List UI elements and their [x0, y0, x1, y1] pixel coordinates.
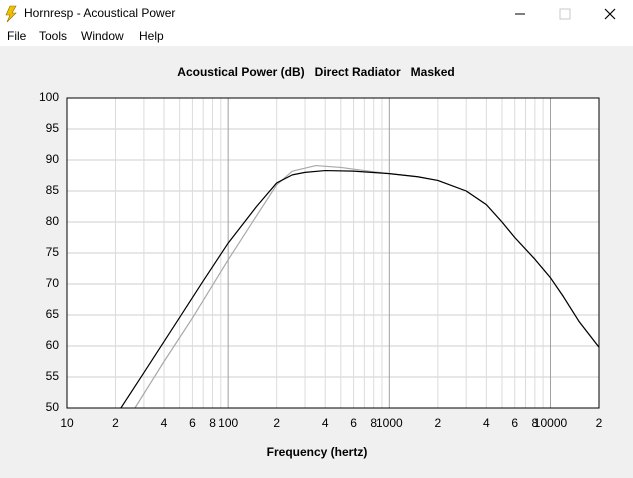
x-tick-label: 8 [370, 416, 377, 430]
app-icon [5, 5, 17, 23]
x-tick-label: 2 [273, 416, 280, 430]
y-tick-label: 70 [46, 276, 60, 290]
y-tick-label: 50 [46, 400, 60, 414]
y-tick-label: 75 [46, 245, 60, 259]
x-tick-label: 10000 [534, 416, 568, 430]
x-tick-label: 2 [434, 416, 441, 430]
x-tick-label: 4 [322, 416, 329, 430]
window-title: Hornresp - Acoustical Power [24, 6, 175, 20]
chart-title: Acoustical Power (dB) Direct Radiator Ma… [177, 65, 454, 79]
x-tick-label: 1000 [376, 416, 403, 430]
y-tick-label: 55 [46, 369, 60, 383]
x-tick-label: 2 [596, 416, 603, 430]
y-tick-label: 65 [46, 307, 60, 321]
series-line [120, 169, 600, 409]
x-tick-label: 4 [483, 416, 490, 430]
y-tick-label: 90 [46, 152, 60, 166]
y-tick-label: 95 [46, 121, 60, 135]
y-tick-label: 85 [46, 183, 60, 197]
menu-bar [0, 28, 633, 46]
y-tick-label: 60 [46, 338, 60, 352]
maximize-button[interactable] [559, 8, 571, 20]
menu-item[interactable]: Window [81, 29, 124, 43]
menu-item[interactable]: File [7, 29, 27, 43]
close-button[interactable] [604, 8, 616, 20]
menu-item[interactable]: Tools [39, 29, 67, 43]
y-tick-label: 100 [39, 90, 59, 104]
x-tick-label: 4 [161, 416, 168, 430]
x-axis-label: Frequency (hertz) [267, 445, 368, 459]
x-tick-label: 6 [189, 416, 196, 430]
x-tick-label: 2 [112, 416, 119, 430]
x-tick-label: 8 [209, 416, 216, 430]
x-tick-label: 100 [218, 416, 238, 430]
menu-item[interactable]: Help [139, 29, 164, 43]
x-tick-label: 6 [511, 416, 518, 430]
y-tick-label: 80 [46, 214, 60, 228]
x-tick-label: 6 [350, 416, 357, 430]
plot-border [66, 97, 600, 409]
title-bar [0, 0, 633, 28]
x-tick-label: 10 [60, 416, 74, 430]
x-tick-label: 8 [532, 416, 539, 430]
